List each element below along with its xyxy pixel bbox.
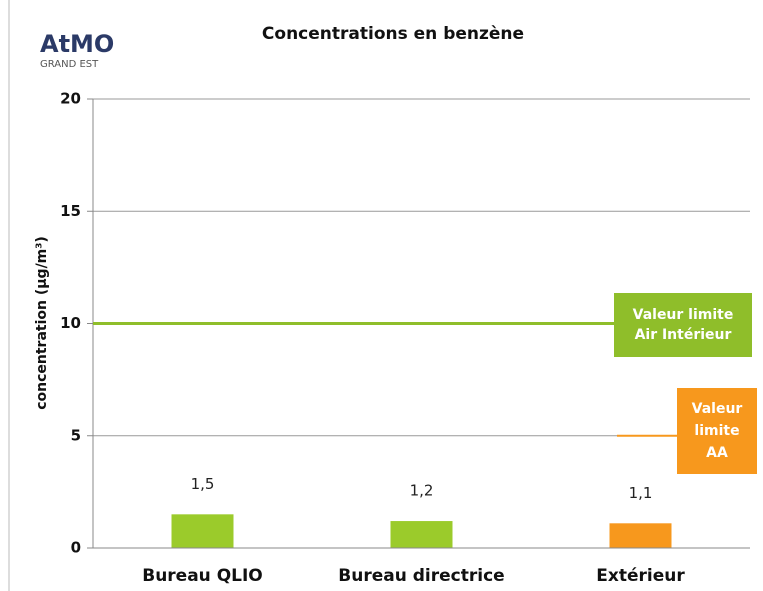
bar [390, 521, 453, 548]
y-tick-label: 20 [60, 90, 81, 108]
reference-label-box [614, 293, 752, 357]
data-label: 1,1 [629, 484, 653, 502]
logo: AtMO [40, 30, 114, 58]
data-label: 1,2 [410, 482, 434, 500]
logo-subtitle: GRAND EST [40, 59, 99, 70]
reference-label: Valeur [692, 401, 743, 417]
y-tick-label: 15 [60, 202, 81, 220]
x-tick-label: Bureau directrice [338, 566, 504, 586]
chart-title: Concentrations en benzène [262, 24, 524, 44]
bar [609, 523, 672, 548]
bar [171, 514, 234, 548]
y-tick-label: 10 [60, 314, 81, 332]
x-tick-label: Extérieur [596, 566, 685, 586]
y-axis-label: concentration (µg/m³) [34, 236, 50, 410]
reference-label-box [677, 388, 757, 474]
reference-label: limite [694, 423, 739, 439]
y-tick-label: 0 [71, 539, 81, 557]
data-label: 1,5 [191, 475, 215, 493]
reference-label: Valeur limite [633, 307, 734, 323]
reference-label: Air Intérieur [635, 327, 732, 343]
x-tick-label: Bureau QLIO [142, 566, 263, 586]
y-tick-label: 5 [71, 426, 81, 444]
reference-label: AA [706, 445, 728, 461]
